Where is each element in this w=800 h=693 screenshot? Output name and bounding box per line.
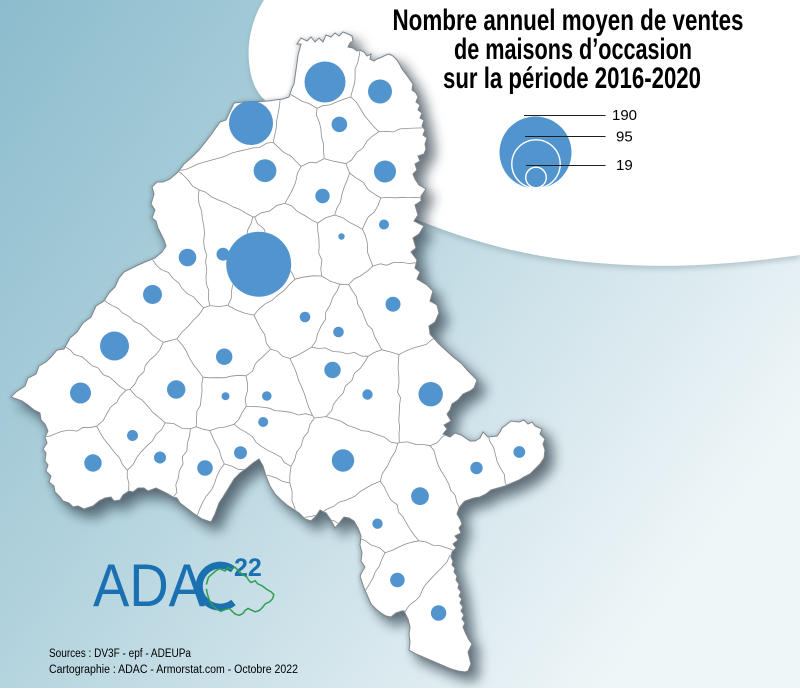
svg-text:22: 22 bbox=[234, 554, 262, 582]
svg-text:sur la période 2016-2020: sur la période 2016-2020 bbox=[443, 62, 701, 95]
svg-text:de maisons d’occasion: de maisons d’occasion bbox=[454, 33, 692, 66]
svg-text:19: 19 bbox=[616, 157, 633, 174]
svg-text:Sources : DV3F - epf - ADEUPa: Sources : DV3F - epf - ADEUPa bbox=[49, 648, 192, 660]
svg-text:95: 95 bbox=[616, 129, 633, 146]
svg-text:Nombre annuel moyen de ventes: Nombre annuel moyen de ventes bbox=[393, 4, 744, 37]
svg-text:ADA: ADA bbox=[93, 552, 205, 619]
svg-text:Cartographie : ADAC - Armorsta: Cartographie : ADAC - Armorstat.com - Oc… bbox=[49, 664, 298, 676]
svg-text:190: 190 bbox=[612, 107, 637, 124]
